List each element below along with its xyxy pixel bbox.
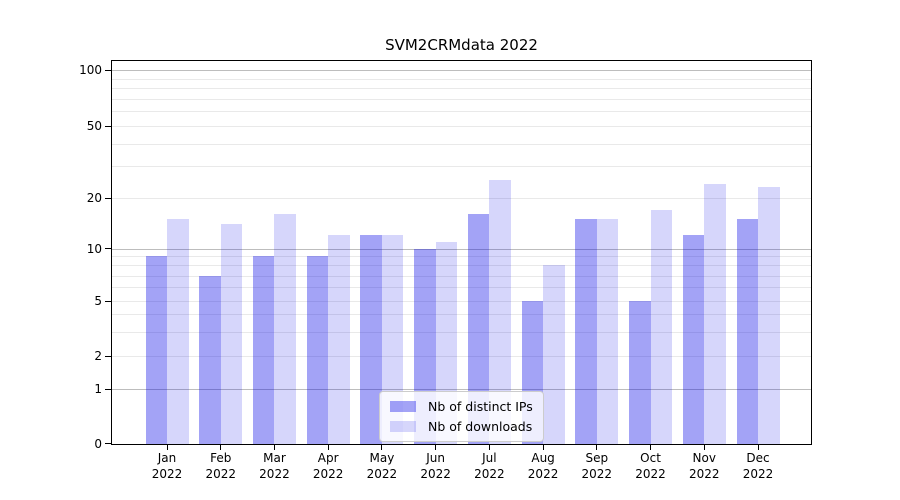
y-tick-mark bbox=[105, 248, 111, 249]
x-tick-mark bbox=[220, 445, 222, 450]
x-tick-label: Oct 2022 bbox=[635, 451, 666, 481]
x-tick-label: Jan 2022 bbox=[151, 451, 183, 481]
minor-gridline bbox=[112, 198, 811, 199]
x-tick-label: Aug 2022 bbox=[527, 451, 559, 481]
minor-gridline bbox=[112, 287, 811, 289]
x-tick-label: Sep 2022 bbox=[581, 451, 613, 481]
x-tick-mark bbox=[757, 445, 759, 450]
legend-label-distinct-ips: Nb of distinct IPs bbox=[428, 399, 533, 414]
y-tick-label: 0 bbox=[94, 436, 102, 451]
legend-item-distinct-ips: Nb of distinct IPs bbox=[390, 398, 533, 415]
bar-downloads bbox=[543, 265, 565, 444]
x-tick-mark bbox=[703, 445, 705, 450]
bar-downloads bbox=[220, 223, 243, 444]
minor-gridline bbox=[112, 314, 811, 316]
minor-gridline bbox=[112, 126, 811, 127]
minor-gridline bbox=[112, 143, 811, 145]
major-gridline bbox=[112, 70, 811, 71]
minor-gridline bbox=[112, 111, 811, 113]
bar-downloads bbox=[596, 218, 619, 444]
bar-distinct-ips bbox=[467, 214, 490, 444]
bar-downloads bbox=[650, 209, 673, 444]
y-tick-label: 50 bbox=[86, 119, 102, 133]
bar-downloads bbox=[328, 235, 350, 444]
bar-downloads bbox=[167, 218, 189, 444]
minor-gridline bbox=[112, 98, 811, 100]
bar-distinct-ips bbox=[682, 235, 705, 444]
bar-distinct-ips bbox=[360, 235, 382, 444]
minor-gridline bbox=[112, 356, 811, 357]
minor-gridline bbox=[112, 331, 811, 333]
y-tick-mark bbox=[105, 125, 111, 127]
minor-gridline bbox=[112, 265, 811, 267]
x-tick-mark bbox=[435, 445, 437, 450]
x-tick-label: Jul 2022 bbox=[474, 451, 505, 481]
x-tick-label: Dec 2022 bbox=[742, 451, 774, 481]
y-tick-mark bbox=[105, 355, 111, 357]
x-tick-mark bbox=[166, 445, 168, 450]
minor-gridline bbox=[112, 78, 811, 80]
y-tick-label: 2 bbox=[94, 349, 102, 363]
bar-downloads bbox=[758, 187, 780, 444]
legend-swatch-downloads bbox=[390, 421, 416, 432]
minor-gridline bbox=[112, 166, 811, 168]
bar-distinct-ips bbox=[736, 218, 758, 444]
bar-downloads bbox=[489, 180, 511, 444]
x-tick-label: Jun 2022 bbox=[420, 451, 451, 481]
y-tick-mark bbox=[105, 197, 111, 199]
bar-distinct-ips bbox=[575, 218, 597, 444]
x-tick-mark bbox=[327, 445, 329, 450]
x-tick-mark bbox=[596, 445, 598, 450]
legend-swatch-distinct-ips bbox=[390, 401, 416, 412]
x-tick-label: Feb 2022 bbox=[205, 451, 236, 481]
y-tick-label: 1 bbox=[94, 382, 102, 396]
bar-distinct-ips bbox=[199, 275, 221, 444]
y-tick-mark bbox=[105, 388, 111, 390]
y-tick-mark bbox=[105, 300, 111, 302]
chart-title: SVM2CRMdata 2022 bbox=[385, 36, 538, 54]
x-tick-mark bbox=[650, 445, 652, 450]
y-tick-label: 100 bbox=[79, 63, 102, 77]
bar-distinct-ips bbox=[629, 301, 651, 444]
x-tick-mark bbox=[488, 445, 490, 450]
y-tick-mark bbox=[105, 443, 111, 444]
legend: Nb of distinct IPs Nb of downloads bbox=[379, 391, 544, 442]
minor-gridline bbox=[112, 301, 811, 302]
legend-label-downloads: Nb of downloads bbox=[428, 419, 533, 434]
major-gridline bbox=[112, 389, 811, 390]
minor-gridline bbox=[112, 275, 811, 277]
x-tick-mark bbox=[273, 445, 275, 450]
x-tick-mark bbox=[542, 445, 544, 450]
bar-downloads bbox=[704, 183, 726, 444]
minor-gridline bbox=[112, 256, 811, 258]
bar-distinct-ips bbox=[252, 256, 275, 444]
y-tick-label: 20 bbox=[86, 191, 102, 205]
bar-downloads bbox=[274, 214, 296, 444]
y-tick-label: 10 bbox=[86, 241, 102, 256]
x-tick-label: Mar 2022 bbox=[259, 451, 290, 481]
bar-distinct-ips bbox=[145, 256, 167, 444]
y-tick-label: 5 bbox=[94, 294, 102, 308]
major-gridline bbox=[112, 248, 811, 250]
legend-item-downloads: Nb of downloads bbox=[390, 418, 533, 435]
bar-distinct-ips bbox=[306, 256, 329, 444]
x-tick-label: Apr 2022 bbox=[312, 451, 344, 481]
minor-gridline bbox=[112, 88, 811, 90]
x-tick-mark bbox=[381, 445, 383, 450]
y-tick-mark bbox=[105, 69, 111, 71]
x-tick-label: May 2022 bbox=[366, 451, 398, 481]
x-tick-label: Nov 2022 bbox=[688, 451, 720, 481]
plot-area bbox=[111, 60, 812, 445]
